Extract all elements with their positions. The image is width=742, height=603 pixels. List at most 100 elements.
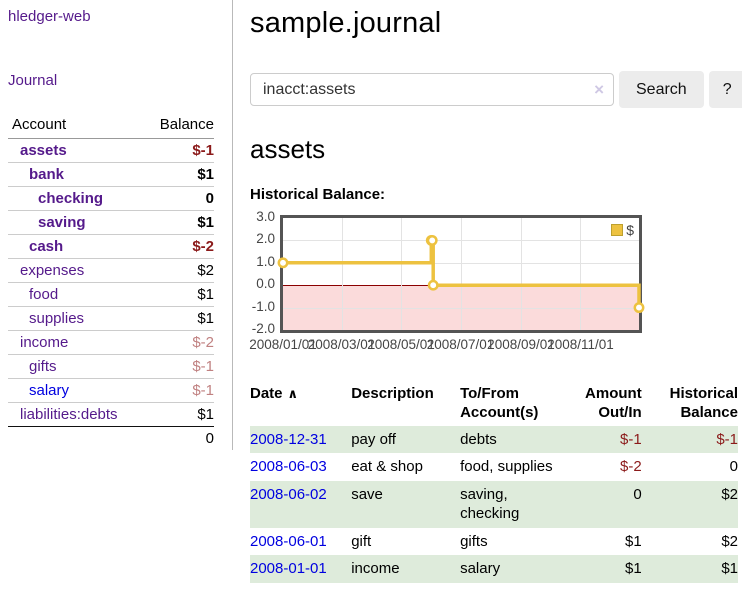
transaction-row[interactable]: 2008-06-02 save saving, checking 0 $2 — [250, 480, 738, 528]
date-column-header[interactable]: Date ∧ — [250, 385, 299, 402]
gridline-vertical — [580, 218, 581, 330]
transaction-accounts: gifts — [460, 532, 488, 550]
transaction-accounts: food, supplies — [460, 458, 553, 475]
accounts-column-header: To/From Account(s) — [460, 385, 539, 421]
transaction-description: income — [351, 560, 400, 577]
transaction-balance: $2 — [721, 485, 738, 503]
data-point — [427, 279, 439, 291]
account-link[interactable]: assets — [20, 142, 67, 159]
gridline-horizontal — [283, 240, 639, 241]
account-balance: $1 — [142, 402, 214, 427]
search-form: × Search ? — [250, 71, 742, 108]
y-axis-tick-label: 2.0 — [256, 231, 275, 247]
transaction-balance: $1 — [721, 560, 738, 577]
chart-legend: $ — [609, 221, 636, 239]
account-link[interactable]: expenses — [20, 262, 85, 279]
transaction-accounts: saving, checking — [460, 485, 520, 523]
gridline-horizontal — [283, 263, 639, 264]
register-table: Date ∧ Description To/From Account(s) Amo… — [250, 382, 738, 583]
account-row: saving $1 — [8, 210, 214, 235]
transaction-description: gift — [351, 532, 372, 550]
transaction-description: save — [351, 485, 383, 503]
y-axis-tick-label: 3.0 — [256, 209, 275, 224]
sort-ascending-icon: ∧ — [287, 386, 299, 401]
account-balance: 0 — [142, 186, 214, 211]
clear-search-icon[interactable]: × — [594, 79, 604, 99]
account-balance: $2 — [142, 258, 214, 283]
gridline-vertical — [521, 218, 522, 330]
help-button[interactable]: ? — [708, 71, 742, 108]
account-link[interactable]: gifts — [29, 358, 57, 375]
accounts-total-value: 0 — [205, 430, 214, 447]
accounts-total-row: 0 — [8, 427, 214, 451]
account-link[interactable]: bank — [29, 166, 65, 183]
account-link[interactable]: salary — [29, 382, 70, 399]
gridline-vertical — [461, 218, 462, 330]
chart-plot-area[interactable]: $ — [277, 215, 645, 333]
transaction-description: eat & shop — [351, 458, 423, 475]
page-title: sample.journal — [250, 7, 442, 39]
account-link[interactable]: food — [29, 286, 59, 303]
account-row: checking 0 — [8, 186, 214, 211]
balance-column-header: Historical Balance — [669, 385, 738, 421]
transaction-amount: $1 — [625, 532, 642, 550]
account-link[interactable]: liabilities:debts — [20, 406, 118, 423]
accounts-table: Account Balance assets $-1 bank $1 checking 0… — [8, 113, 214, 450]
sidebar-item-journal[interactable]: Journal — [8, 72, 58, 89]
account-balance: $-1 — [142, 378, 214, 403]
account-row: liabilities:debts $1 — [8, 402, 214, 427]
transaction-amount: $-1 — [620, 430, 642, 448]
register-header-row: Date ∧ Description To/From Account(s) Amo… — [250, 382, 738, 426]
transaction-balance: $-1 — [716, 430, 738, 448]
transaction-row[interactable]: 2008-06-01 gift gifts $1 $2 — [250, 528, 738, 556]
transaction-accounts: debts — [460, 430, 497, 448]
chart-series — [277, 234, 645, 314]
account-link[interactable]: cash — [29, 238, 64, 255]
x-axis-tick-label: 2008/09/01 — [487, 337, 555, 352]
y-axis-tick-label: -1.0 — [251, 298, 275, 314]
transaction-date[interactable]: 2008-06-01 — [250, 532, 327, 550]
account-balance: $1 — [142, 282, 214, 307]
x-axis-tick-label: 2008/05/01 — [367, 337, 435, 352]
account-row: gifts $-1 — [8, 354, 214, 379]
accounts-table-header: Account Balance — [8, 113, 214, 139]
x-axis-tick-label: 2008/03/01 — [307, 337, 376, 352]
main-content: sample.journal × Search ? assets Histori… — [233, 0, 742, 603]
transaction-amount: $-2 — [620, 458, 642, 475]
y-axis-tick-label: -2.0 — [251, 321, 275, 336]
legend-label: $ — [626, 222, 634, 238]
transaction-date[interactable]: 2008-06-02 — [250, 485, 327, 503]
account-balance: $1 — [142, 162, 214, 187]
search-button[interactable]: Search — [619, 71, 704, 108]
transaction-date[interactable]: 2008-01-01 — [250, 560, 327, 577]
account-row: supplies $1 — [8, 306, 214, 331]
account-link[interactable]: income — [20, 334, 69, 351]
account-balance: $1 — [142, 306, 214, 331]
account-balance: $-1 — [142, 138, 214, 163]
account-row: salary $-1 — [8, 378, 214, 403]
account-row: food $1 — [8, 282, 214, 307]
account-link[interactable]: supplies — [29, 310, 85, 327]
account-balance: $-2 — [142, 330, 214, 355]
transaction-row[interactable]: 2008-12-31 pay off debts $-1 $-1 — [250, 425, 738, 453]
account-row: cash $-2 — [8, 234, 214, 259]
x-axis-tick-label: 2008/11/01 — [547, 337, 614, 352]
transaction-amount: 0 — [633, 485, 642, 503]
transaction-date[interactable]: 2008-12-31 — [250, 430, 327, 448]
app-title-link[interactable]: hledger-web — [8, 8, 91, 25]
description-column-header: Description — [351, 385, 434, 402]
transaction-date[interactable]: 2008-06-03 — [250, 458, 327, 475]
account-link[interactable]: saving — [38, 214, 86, 231]
search-input[interactable] — [250, 73, 614, 106]
account-link[interactable]: checking — [38, 190, 104, 207]
account-heading: assets — [250, 134, 326, 164]
x-axis-tick-label: 2008/01/01 — [249, 337, 317, 352]
y-axis-tick-label: 1.0 — [256, 253, 275, 269]
account-balance: $-2 — [142, 234, 214, 259]
transaction-row[interactable]: 2008-01-01 income salary $1 $1 — [250, 555, 738, 583]
historical-balance-chart[interactable]: $ 3.0 2.0 1.0 0.0 -1.0 -2.0 2008/01/01 2008/03… — [249, 209, 742, 355]
transaction-row[interactable]: 2008-06-03 eat & shop food, supplies $-2 0 — [250, 453, 738, 481]
data-point — [277, 257, 289, 269]
sidebar: hledger-web Journal Account Balance asse… — [0, 0, 233, 450]
account-balance: $1 — [142, 210, 214, 235]
